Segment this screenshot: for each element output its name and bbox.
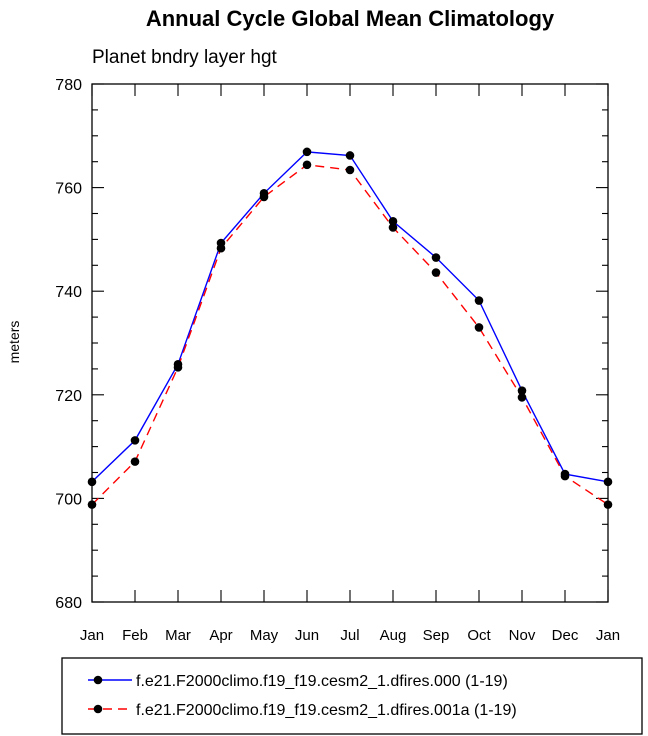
x-tick-label: May	[250, 627, 279, 644]
y-tick-label: 780	[55, 77, 82, 94]
series-0-point	[603, 477, 613, 487]
x-tick-label: Oct	[467, 627, 491, 644]
x-tick-label: Jan	[80, 627, 104, 644]
y-tick-label: 700	[55, 491, 82, 508]
series-1-point	[431, 268, 441, 277]
series-line-0	[91, 151, 609, 483]
series-1-point	[87, 500, 97, 509]
axis-ticks: Jan Feb Mar Apr May Jun Jul Aug Sep Oct Nov Dec Jan 6…	[55, 77, 620, 644]
series-0-point	[345, 151, 355, 160]
legend-label-1: f.e21.F2000climo.f19_f19.cesm2_1.dfires.…	[136, 702, 517, 719]
x-tick-label: Sep	[423, 627, 450, 644]
series-1-point	[560, 471, 570, 481]
x-tick-label: Aug	[380, 627, 407, 644]
series-0-point	[130, 436, 140, 445]
x-tick-label: Apr	[209, 627, 232, 644]
legend-frame	[61, 657, 643, 735]
legend-label-0: f.e21.F2000climo.f19_f19.cesm2_1.dfires.…	[136, 673, 508, 690]
series-0-point	[431, 253, 441, 262]
x-tick-label: Jun	[295, 627, 319, 644]
legend: f.e21.F2000climo.f19_f19.cesm2_1.dfires.…	[88, 673, 517, 719]
series-0-point	[517, 386, 527, 395]
series-1-point	[603, 500, 613, 509]
series-1-point	[216, 243, 226, 253]
y-tick-label: 740	[55, 284, 82, 301]
x-tick-label: Nov	[509, 627, 536, 644]
series-0-point	[302, 147, 312, 157]
legend-marker-0	[93, 675, 103, 685]
series-1-point	[259, 192, 269, 202]
series-1-point	[388, 223, 398, 232]
series-1-point	[345, 165, 355, 175]
y-tick-label: 680	[55, 595, 82, 612]
series-0-point	[474, 296, 484, 305]
series-0-point	[87, 477, 97, 487]
x-tick-label: Jul	[340, 627, 359, 644]
x-tick-label: Feb	[122, 627, 148, 644]
series-1-point	[130, 457, 140, 466]
x-tick-label: Dec	[552, 627, 579, 644]
x-tick-label: Jan	[596, 627, 620, 644]
series-0-point	[388, 216, 398, 226]
series-1-point	[517, 393, 527, 402]
series-line-1	[91, 164, 609, 506]
y-tick-label: 760	[55, 181, 82, 198]
chart-title: Annual Cycle Global Mean Climatology	[146, 6, 555, 31]
series-layer	[87, 147, 613, 509]
plot-frame	[91, 83, 609, 603]
series-1-point	[302, 160, 312, 170]
chart-subtitle: Planet bndry layer hgt	[92, 47, 278, 68]
y-tick-label: 720	[55, 388, 82, 405]
x-tick-label: Mar	[165, 627, 191, 644]
series-1-point	[474, 323, 484, 332]
y-axis-label: meters	[6, 321, 22, 364]
legend-marker-1	[93, 704, 103, 714]
series-1-point	[173, 363, 183, 372]
